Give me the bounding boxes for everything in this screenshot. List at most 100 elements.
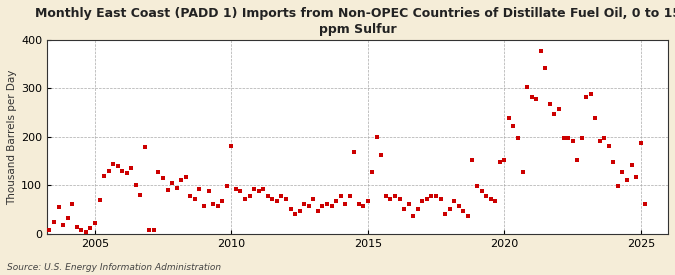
Point [554, 107, 564, 111]
Point [71, 224, 82, 229]
Point [244, 194, 255, 198]
Point [94, 198, 105, 202]
Point [512, 136, 523, 140]
Point [235, 189, 246, 193]
Point [444, 207, 455, 211]
Point [62, 216, 73, 221]
Point [49, 220, 59, 224]
Point [185, 194, 196, 198]
Point [477, 189, 487, 193]
Point [417, 199, 428, 203]
Point [590, 116, 601, 121]
Point [454, 204, 464, 208]
Point [549, 111, 560, 116]
Point [290, 211, 300, 216]
Point [603, 144, 614, 148]
Point [221, 184, 232, 189]
Point [481, 194, 491, 198]
Point [540, 66, 551, 70]
Point [258, 187, 269, 191]
Point [585, 92, 596, 97]
Point [412, 207, 423, 211]
Point [349, 150, 360, 155]
Point [499, 158, 510, 163]
Point [80, 229, 91, 234]
Point [408, 213, 418, 218]
Point [422, 197, 433, 201]
Point [599, 136, 610, 140]
Point [53, 205, 64, 210]
Point [562, 136, 573, 140]
Point [171, 186, 182, 190]
Point [144, 228, 155, 232]
Point [431, 194, 441, 198]
Point [281, 197, 292, 201]
Point [263, 194, 273, 198]
Point [490, 199, 501, 203]
Point [435, 197, 446, 201]
Point [231, 187, 242, 191]
Point [67, 202, 78, 206]
Point [595, 139, 605, 143]
Point [226, 144, 237, 148]
Point [504, 116, 514, 121]
Point [253, 189, 264, 193]
Point [271, 199, 282, 203]
Point [308, 197, 319, 201]
Point [535, 48, 546, 53]
Point [140, 144, 151, 149]
Point [558, 136, 569, 140]
Point [267, 197, 277, 201]
Point [608, 160, 619, 164]
Point [198, 204, 209, 208]
Point [576, 136, 587, 140]
Point [194, 187, 205, 191]
Point [439, 211, 450, 216]
Point [167, 181, 178, 185]
Point [44, 228, 55, 232]
Point [180, 175, 191, 179]
Point [389, 194, 400, 198]
Point [522, 85, 533, 90]
Point [303, 204, 314, 208]
Point [313, 208, 323, 213]
Point [158, 176, 169, 180]
Point [399, 207, 410, 211]
Point [90, 221, 101, 226]
Point [613, 184, 624, 189]
Point [153, 170, 164, 174]
Point [248, 187, 259, 191]
Point [276, 194, 287, 198]
Point [472, 184, 483, 189]
Point [317, 204, 327, 208]
Point [622, 177, 632, 182]
Point [531, 97, 541, 101]
Point [57, 223, 68, 227]
Point [354, 202, 364, 206]
Point [508, 124, 518, 128]
Point [103, 169, 114, 173]
Point [385, 197, 396, 201]
Point [340, 202, 350, 206]
Point [617, 170, 628, 174]
Point [203, 189, 214, 193]
Point [130, 183, 141, 188]
Point [381, 194, 392, 198]
Point [376, 153, 387, 158]
Point [358, 204, 369, 208]
Point [572, 158, 583, 163]
Point [76, 228, 86, 232]
Point [335, 194, 346, 198]
Point [85, 226, 96, 230]
Point [126, 166, 136, 171]
Point [208, 202, 219, 206]
Point [580, 95, 591, 99]
Point [458, 208, 468, 213]
Point [117, 169, 128, 173]
Point [467, 158, 478, 163]
Point [344, 194, 355, 198]
Point [217, 199, 227, 203]
Point [394, 197, 405, 201]
Point [99, 174, 109, 178]
Point [367, 170, 378, 174]
